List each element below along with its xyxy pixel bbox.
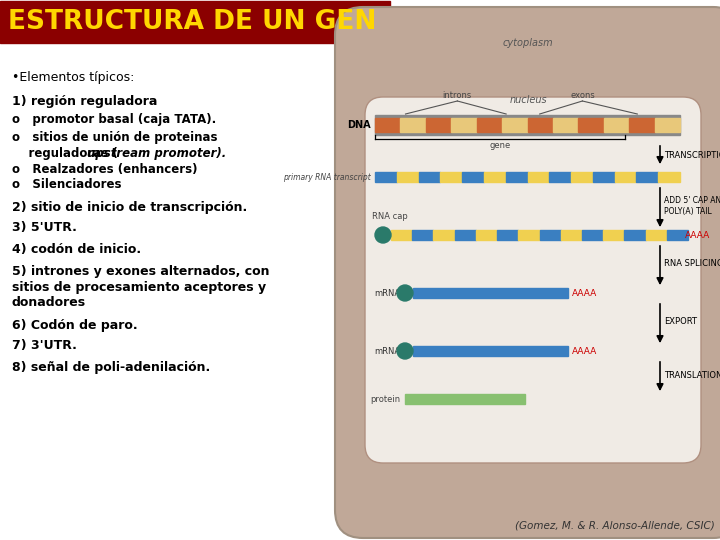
Bar [497,230,518,240]
Bar [441,172,462,182]
Bar [593,172,615,182]
Text: 5) intrones y exones alternados, con: 5) intrones y exones alternados, con [12,266,269,279]
Bar [0,1,390,43]
Bar [477,118,502,132]
Text: ESTRUCTURA DE UN GEN: ESTRUCTURA DE UN GEN [8,9,377,35]
FancyBboxPatch shape [335,7,720,538]
Bar [667,230,688,240]
Bar [375,172,397,182]
Bar [582,230,603,240]
Bar [462,172,484,182]
Text: donadores: donadores [12,296,86,309]
Bar [502,118,528,132]
Circle shape [397,285,413,301]
Text: 1) región reguladora: 1) región reguladora [12,96,158,109]
Bar [413,346,568,356]
Text: mRNA: mRNA [374,288,400,298]
Text: 2) sitio de inicio de transcripción.: 2) sitio de inicio de transcripción. [12,200,247,213]
Text: ADD 5' CAP AND
POLY(A) TAIL: ADD 5' CAP AND POLY(A) TAIL [664,197,720,215]
Text: 7) 3'UTR.: 7) 3'UTR. [12,340,77,353]
Text: primary RNA transcript: primary RNA transcript [283,172,371,181]
Text: nucleus: nucleus [509,95,546,105]
Bar [391,230,413,240]
Text: o   sitios de unión de proteinas: o sitios de unión de proteinas [12,131,217,144]
Text: gene: gene [490,141,510,150]
Bar [418,172,441,182]
Bar [571,172,593,182]
Text: EXPORT: EXPORT [664,318,697,327]
Text: RNA SPLICING: RNA SPLICING [664,260,720,268]
Text: AAAA: AAAA [572,288,598,298]
Text: TRANSLATION: TRANSLATION [664,370,720,380]
Circle shape [397,343,413,359]
Bar [604,118,629,132]
Bar [505,172,528,182]
Bar [476,230,497,240]
Bar [484,172,505,182]
Bar [528,118,553,132]
Bar [400,118,426,132]
Bar [646,230,667,240]
Bar [578,118,604,132]
Text: o   Silenciadores: o Silenciadores [12,178,122,191]
Bar [413,288,568,298]
Bar [426,118,451,132]
Text: cytoplasm: cytoplasm [503,38,553,48]
Text: 6) Codón de paro.: 6) Codón de paro. [12,319,138,332]
Bar [658,172,680,182]
Bar [654,118,680,132]
Bar [433,230,454,240]
Bar [528,172,549,182]
Text: upstream promoter).: upstream promoter). [87,146,226,159]
Text: exons: exons [570,91,595,100]
Bar [375,118,400,132]
Bar [636,172,658,182]
Bar [397,172,418,182]
Bar [629,118,654,132]
Text: RNA cap: RNA cap [372,212,408,221]
Text: protein: protein [370,395,400,403]
Bar [553,118,578,132]
Text: DNA: DNA [347,120,371,130]
Text: sitios de procesamiento aceptores y: sitios de procesamiento aceptores y [12,281,266,294]
Text: (Gomez, M. & R. Alonso-Allende, CSIC): (Gomez, M. & R. Alonso-Allende, CSIC) [516,520,715,530]
Text: •Elementos típicos:: •Elementos típicos: [12,71,135,84]
Text: introns: introns [443,91,472,100]
Bar [454,230,476,240]
Text: AAAA: AAAA [685,231,710,240]
Text: 3) 5'UTR.: 3) 5'UTR. [12,221,77,234]
Text: 8) señal de poli-adenilación.: 8) señal de poli-adenilación. [12,361,210,375]
Text: reguladoras (: reguladoras ( [12,146,118,159]
Bar [375,115,680,135]
Text: 4) codón de inicio.: 4) codón de inicio. [12,242,141,255]
Bar [451,118,477,132]
FancyBboxPatch shape [365,97,701,463]
Text: mRNA: mRNA [374,347,400,355]
Bar [549,172,571,182]
Bar [413,230,433,240]
Bar [561,230,582,240]
Text: AAAA: AAAA [572,347,598,355]
Bar [615,172,636,182]
Circle shape [375,227,391,243]
Bar [518,230,539,240]
Text: o   Realzadores (enhancers): o Realzadores (enhancers) [12,163,197,176]
Bar [405,394,525,404]
Bar [603,230,624,240]
Text: TRANSCRIPTION: TRANSCRIPTION [664,151,720,159]
Bar [624,230,646,240]
Text: o   promotor basal (caja TATA).: o promotor basal (caja TATA). [12,113,216,126]
Bar [539,230,561,240]
